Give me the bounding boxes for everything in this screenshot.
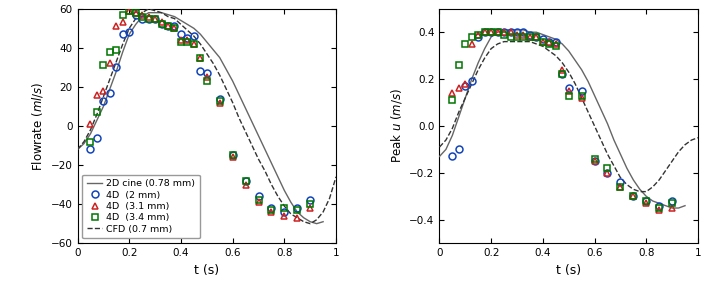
Y-axis label: Peak $u$ $(m/s)$: Peak $u$ $(m/s)$ (388, 88, 404, 163)
Y-axis label: Flowrate $(ml/s)$: Flowrate $(ml/s)$ (30, 81, 45, 171)
X-axis label: t (s): t (s) (195, 264, 219, 277)
X-axis label: t (s): t (s) (556, 264, 581, 277)
Legend: 2D cine (0.78 mm), 4D  (2 mm), 4D  (3.1 mm), 4D  (3.4 mm), CFD (0.7 mm): 2D cine (0.78 mm), 4D (2 mm), 4D (3.1 mm… (82, 175, 200, 239)
